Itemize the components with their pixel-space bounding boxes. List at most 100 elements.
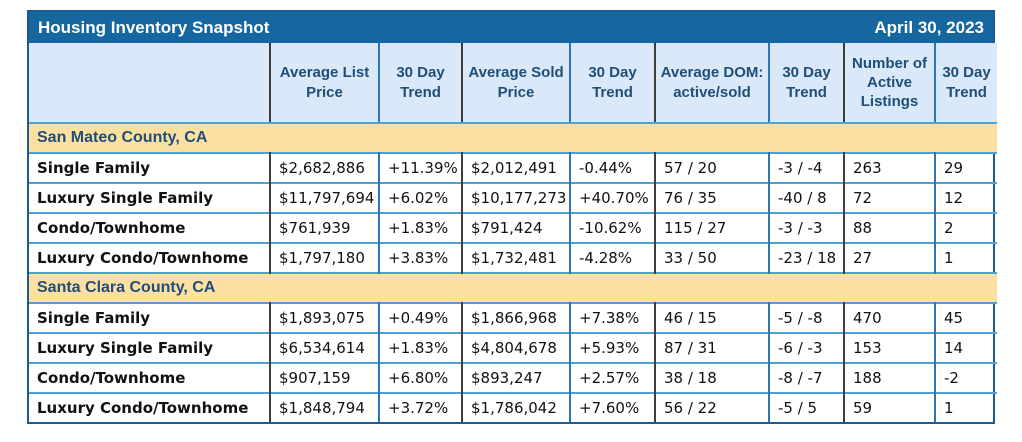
- avg-dom-cell: 87 / 31: [654, 333, 769, 363]
- avg-sold-price-cell: $1,786,042: [461, 393, 570, 422]
- row-label: Luxury Condo/Townhome: [37, 249, 249, 267]
- list-trend-cell: +3.83%: [378, 243, 462, 273]
- dom-trend-cell: -23 / 18: [768, 243, 844, 273]
- section-title: Santa Clara County, CA: [29, 273, 997, 303]
- sold-trend-cell: -10.62%: [569, 213, 655, 243]
- listings-trend-cell: 1: [934, 243, 997, 273]
- avg-list-price-cell: $907,159: [269, 363, 379, 393]
- avg-sold-price-cell: $893,247: [461, 363, 570, 393]
- dom-trend-cell: -3 / -4: [768, 153, 844, 183]
- listings-trend-cell: -2: [934, 363, 997, 393]
- avg-dom-cell: 38 / 18: [654, 363, 769, 393]
- column-header-row: Average List Price 30 Day Trend Average …: [29, 43, 997, 124]
- housing-inventory-report: Housing Inventory Snapshot April 30, 202…: [27, 10, 997, 424]
- active-listings-cell: 153: [843, 333, 935, 363]
- column-header-sold-trend: 30 Day Trend: [569, 43, 655, 124]
- report-title: Housing Inventory Snapshot: [38, 18, 270, 37]
- row-label: Luxury Single Family: [37, 189, 214, 207]
- table-row: Luxury Condo/Townhome $1,848,794 +3.72% $1,…: [29, 393, 997, 422]
- dom-trend-cell: -6 / -3: [768, 333, 844, 363]
- sold-trend-cell: -4.28%: [569, 243, 655, 273]
- avg-list-price-cell: $6,534,614: [269, 333, 379, 363]
- row-label: Condo/Townhome: [37, 369, 186, 387]
- column-header-avg-dom: Average DOM: active/sold: [654, 43, 769, 124]
- section-title: San Mateo County, CA: [29, 123, 997, 153]
- table-row: Luxury Single Family $11,797,694 +6.02% $10…: [29, 183, 997, 213]
- column-header-active-listings: Number of Active Listings: [843, 43, 935, 124]
- table-row: Luxury Condo/Townhome $1,797,180 +3.83% $1,…: [29, 243, 997, 273]
- avg-sold-price-cell: $1,732,481: [461, 243, 570, 273]
- listings-trend-cell: 2: [934, 213, 997, 243]
- column-header-blank: [29, 43, 270, 124]
- listings-trend-cell: 12: [934, 183, 997, 213]
- dom-trend-cell: -5 / 5: [768, 393, 844, 422]
- table-row: Single Family $2,682,886 +11.39% $2,012,491…: [29, 153, 997, 183]
- dom-trend-cell: -5 / -8: [768, 303, 844, 333]
- column-header-avg-list-price: Average List Price: [269, 43, 379, 124]
- avg-sold-price-cell: $10,177,273: [461, 183, 570, 213]
- row-label: Luxury Condo/Townhome: [37, 399, 249, 417]
- dom-trend-cell: -8 / -7: [768, 363, 844, 393]
- avg-list-price-cell: $11,797,694: [269, 183, 379, 213]
- avg-list-price-cell: $1,848,794: [269, 393, 379, 422]
- active-listings-cell: 27: [843, 243, 935, 273]
- column-header-listings-trend: 30 Day Trend: [934, 43, 997, 124]
- title-bar: Housing Inventory Snapshot April 30, 202…: [29, 12, 993, 43]
- list-trend-cell: +1.83%: [378, 213, 462, 243]
- row-label: Single Family: [37, 309, 151, 327]
- avg-sold-price-cell: $791,424: [461, 213, 570, 243]
- sold-trend-cell: +7.38%: [569, 303, 655, 333]
- active-listings-cell: 88: [843, 213, 935, 243]
- sold-trend-cell: +5.93%: [569, 333, 655, 363]
- table-body: San Mateo County, CA Single Family $2,682,…: [29, 123, 997, 422]
- active-listings-cell: 72: [843, 183, 935, 213]
- avg-dom-cell: 76 / 35: [654, 183, 769, 213]
- list-trend-cell: +6.02%: [378, 183, 462, 213]
- listings-trend-cell: 45: [934, 303, 997, 333]
- table-row: Luxury Single Family $6,534,614 +1.83% $4,8…: [29, 333, 997, 363]
- avg-list-price-cell: $2,682,886: [269, 153, 379, 183]
- active-listings-cell: 263: [843, 153, 935, 183]
- column-header-dom-trend: 30 Day Trend: [768, 43, 844, 124]
- avg-sold-price-cell: $4,804,678: [461, 333, 570, 363]
- avg-list-price-cell: $1,797,180: [269, 243, 379, 273]
- dom-trend-cell: -3 / -3: [768, 213, 844, 243]
- active-listings-cell: 470: [843, 303, 935, 333]
- sold-trend-cell: +40.70%: [569, 183, 655, 213]
- row-label: Luxury Single Family: [37, 339, 214, 357]
- sold-trend-cell: +2.57%: [569, 363, 655, 393]
- table-row: Condo/Townhome $761,939 +1.83% $791,424 -10.…: [29, 213, 997, 243]
- avg-dom-cell: 56 / 22: [654, 393, 769, 422]
- list-trend-cell: +1.83%: [378, 333, 462, 363]
- table-row: Condo/Townhome $907,159 +6.80% $893,247 +2.5…: [29, 363, 997, 393]
- avg-sold-price-cell: $1,866,968: [461, 303, 570, 333]
- sold-trend-cell: +7.60%: [569, 393, 655, 422]
- avg-sold-price-cell: $2,012,491: [461, 153, 570, 183]
- list-trend-cell: +3.72%: [378, 393, 462, 422]
- list-trend-cell: +0.49%: [378, 303, 462, 333]
- avg-dom-cell: 57 / 20: [654, 153, 769, 183]
- column-header-list-trend: 30 Day Trend: [378, 43, 462, 124]
- active-listings-cell: 188: [843, 363, 935, 393]
- listings-trend-cell: 1: [934, 393, 997, 422]
- row-label: Single Family: [37, 159, 151, 177]
- row-label: Condo/Townhome: [37, 219, 186, 237]
- list-trend-cell: +6.80%: [378, 363, 462, 393]
- sold-trend-cell: -0.44%: [569, 153, 655, 183]
- avg-dom-cell: 33 / 50: [654, 243, 769, 273]
- housing-inventory-table: Average List Price 30 Day Trend Average …: [29, 43, 997, 422]
- report-date: April 30, 2023: [874, 18, 984, 37]
- listings-trend-cell: 14: [934, 333, 997, 363]
- avg-dom-cell: 115 / 27: [654, 213, 769, 243]
- dom-trend-cell: -40 / 8: [768, 183, 844, 213]
- column-header-avg-sold-price: Average Sold Price: [461, 43, 570, 124]
- table-row: Single Family $1,893,075 +0.49% $1,866,968 +…: [29, 303, 997, 333]
- avg-list-price-cell: $1,893,075: [269, 303, 379, 333]
- section-header-row: San Mateo County, CA: [29, 123, 997, 153]
- section-header-row: Santa Clara County, CA: [29, 273, 997, 303]
- list-trend-cell: +11.39%: [378, 153, 462, 183]
- avg-dom-cell: 46 / 15: [654, 303, 769, 333]
- listings-trend-cell: 29: [934, 153, 997, 183]
- active-listings-cell: 59: [843, 393, 935, 422]
